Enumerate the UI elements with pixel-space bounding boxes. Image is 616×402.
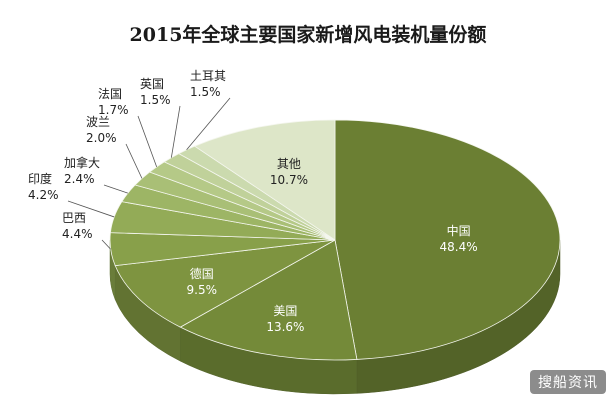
pie-slice-0 xyxy=(334,119,561,360)
slice-value-7: 1.7% xyxy=(98,103,129,117)
slice-label-1: 美国 xyxy=(273,304,297,318)
slice-value-9: 1.5% xyxy=(190,85,221,99)
slice-label-3: 巴西 xyxy=(62,211,86,225)
pie-slice-1 xyxy=(179,239,358,361)
slice-label-6: 波兰 xyxy=(86,115,110,129)
slice-label-0: 中国 xyxy=(447,223,471,238)
slice-value-2: 9.5% xyxy=(187,283,218,297)
slice-label-10: 其他 xyxy=(277,157,301,171)
slice-value-3: 4.4% xyxy=(62,227,93,241)
leader-line-7 xyxy=(137,115,158,167)
pie-labels: 中国 48.4% 美国 13.6% 德国 9.5% 其他 10.7% 巴西 4.4% 印度 4.2% 加… xyxy=(28,69,478,334)
pie-top xyxy=(109,119,561,361)
leader-line-3 xyxy=(101,239,111,250)
slice-label-8: 英国 xyxy=(140,77,164,91)
chart-title: 2015年全球主要国家新增风电装机量份额 xyxy=(129,24,487,46)
slice-label-7: 法国 xyxy=(98,87,122,101)
leader-line-6 xyxy=(125,143,143,179)
slice-value-0: 48.4% xyxy=(440,240,478,254)
slice-label-2: 德国 xyxy=(190,266,214,281)
slice-label-5: 加拿大 xyxy=(64,155,100,170)
leader-line-8 xyxy=(170,105,181,158)
slice-label-4: 印度 xyxy=(28,171,52,186)
leader-line-4 xyxy=(67,200,115,218)
slice-value-4: 4.2% xyxy=(28,188,59,202)
slice-label-9: 土耳其 xyxy=(190,69,226,83)
slice-value-1: 13.6% xyxy=(266,320,304,334)
slice-value-5: 2.4% xyxy=(64,172,95,186)
pie-slice-2 xyxy=(114,239,336,328)
pie-slice-10 xyxy=(193,119,336,241)
leader-line-5 xyxy=(103,184,128,194)
leader-line-9 xyxy=(186,97,231,151)
slice-value-6: 2.0% xyxy=(86,131,117,145)
slice-value-8: 1.5% xyxy=(140,93,171,107)
slice-value-10: 10.7% xyxy=(270,173,308,187)
watermark-logo: 搜船资讯 xyxy=(530,370,606,394)
